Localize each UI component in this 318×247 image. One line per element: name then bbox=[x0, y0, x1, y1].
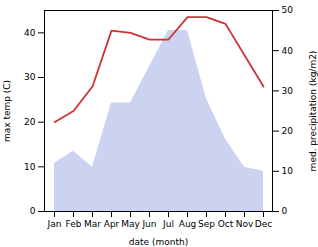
svg-text:30: 30 bbox=[24, 72, 36, 82]
svg-text:date (month): date (month) bbox=[129, 237, 188, 247]
svg-text:Aug: Aug bbox=[179, 219, 197, 229]
svg-text:max temp (C): max temp (C) bbox=[2, 80, 12, 142]
svg-text:20: 20 bbox=[24, 117, 36, 127]
svg-text:Apr: Apr bbox=[104, 219, 120, 229]
svg-text:40: 40 bbox=[24, 28, 36, 38]
svg-text:Mar: Mar bbox=[84, 219, 101, 229]
svg-text:Jul: Jul bbox=[162, 219, 174, 229]
svg-text:0: 0 bbox=[282, 206, 288, 216]
svg-text:Feb: Feb bbox=[66, 219, 82, 229]
svg-text:10: 10 bbox=[24, 162, 36, 172]
svg-text:20: 20 bbox=[282, 126, 294, 136]
svg-text:Jan: Jan bbox=[47, 219, 62, 229]
svg-text:50: 50 bbox=[282, 5, 294, 15]
svg-text:Sep: Sep bbox=[198, 219, 215, 229]
svg-text:40: 40 bbox=[282, 46, 294, 56]
svg-text:Oct: Oct bbox=[218, 219, 234, 229]
svg-text:Nov: Nov bbox=[236, 219, 254, 229]
svg-text:30: 30 bbox=[282, 86, 294, 96]
svg-text:0: 0 bbox=[30, 206, 36, 216]
svg-text:Dec: Dec bbox=[255, 219, 272, 229]
svg-text:med. precipitation (kg/m2): med. precipitation (kg/m2) bbox=[308, 51, 318, 172]
svg-text:Jun: Jun bbox=[141, 219, 156, 229]
svg-text:10: 10 bbox=[282, 166, 294, 176]
svg-text:May: May bbox=[121, 219, 140, 229]
